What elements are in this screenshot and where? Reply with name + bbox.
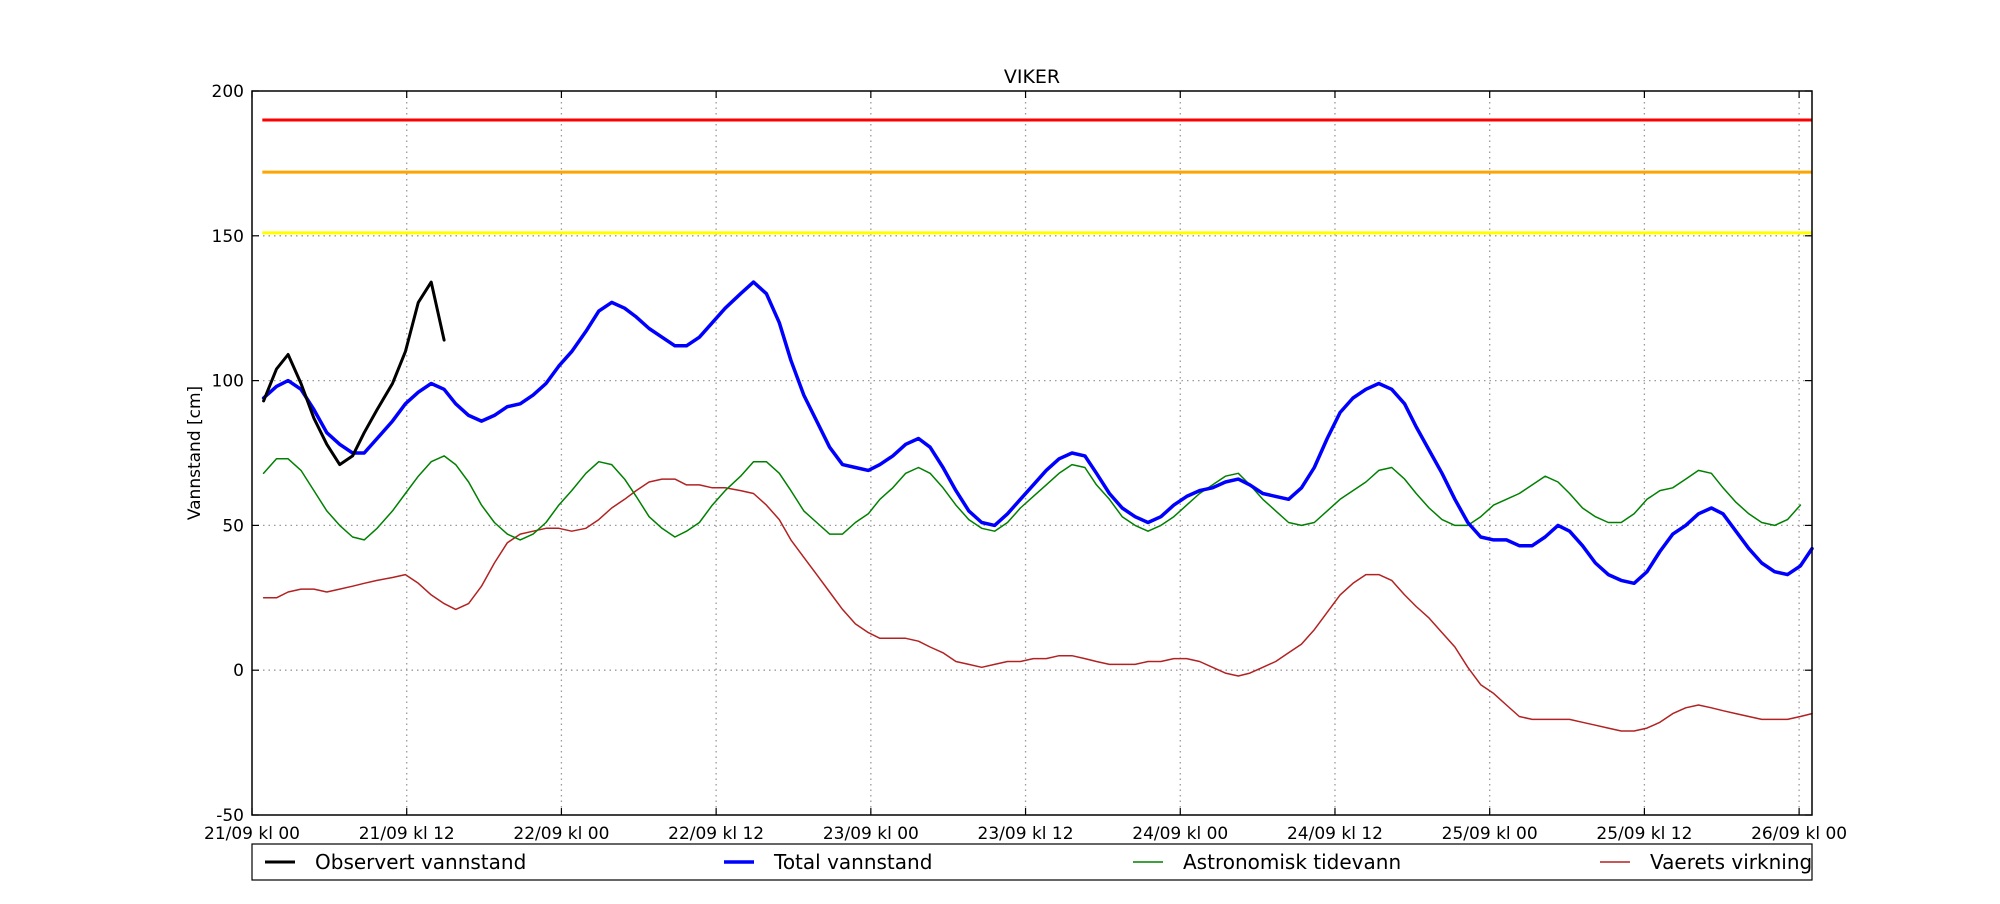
series-lines [261, 280, 1814, 732]
x-tick-label: 24/09 kl 00 [1132, 824, 1228, 844]
grid [252, 91, 1812, 815]
x-tick-label: 26/09 kl 00 [1751, 824, 1847, 844]
legend-box [251, 843, 1813, 881]
series-line-astronomisk-tidevann [262, 455, 1802, 541]
y-tick-label: 200 [212, 82, 244, 102]
y-tick-label: 100 [212, 372, 244, 392]
plot-frame [251, 90, 1813, 816]
y-tick-label: 50 [222, 516, 244, 536]
x-tick-label: 21/09 kl 00 [204, 824, 300, 844]
x-tick-label: 23/09 kl 12 [978, 824, 1074, 844]
y-axis-label: Vannstand [cm] [185, 386, 205, 520]
legend: Observert vannstand Total vannstand Astron… [251, 843, 1813, 881]
y-axis-ticks: -50 0 50 100 150 200 [212, 82, 1812, 826]
x-tick-label: 23/09 kl 00 [823, 824, 919, 844]
y-tick-label: -50 [216, 806, 244, 826]
x-tick-label: 22/09 kl 00 [513, 824, 609, 844]
x-tick-label: 25/09 kl 12 [1596, 824, 1692, 844]
x-tick-label: 22/09 kl 12 [668, 824, 764, 844]
series-line-total-vannstand [261, 280, 1814, 586]
series-line-observert-vannstand [262, 280, 446, 467]
legend-label: Astronomisk tidevann [1183, 850, 1401, 874]
x-tick-label: 24/09 kl 12 [1287, 824, 1383, 844]
legend-label: Vaerets virkning [1650, 850, 1812, 874]
legend-label: Observert vannstand [315, 850, 526, 874]
threshold-lines [262, 118, 1812, 235]
x-axis-ticks: 21/09 kl 00 21/09 kl 12 22/09 kl 00 22/09 k… [204, 91, 1847, 844]
series-line-vaerets-virkning [262, 478, 1813, 732]
x-tick-label: 25/09 kl 00 [1442, 824, 1538, 844]
y-tick-label: 0 [233, 661, 244, 681]
y-tick-label: 150 [212, 227, 244, 247]
chart-title: VIKER [1004, 66, 1060, 88]
legend-label: Total vannstand [773, 850, 932, 874]
x-tick-label: 21/09 kl 12 [359, 824, 455, 844]
